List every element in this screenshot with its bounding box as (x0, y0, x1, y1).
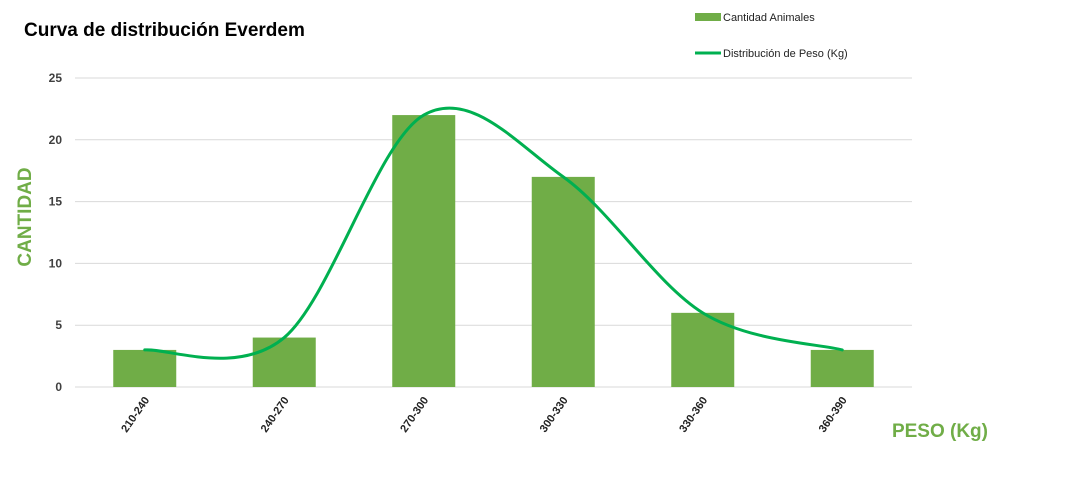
bar-210-240 (113, 349, 177, 387)
y-tick-label: 25 (49, 71, 63, 85)
y-tick-label: 15 (49, 195, 63, 209)
legend-label-cantidad: Cantidad Animales (723, 12, 815, 24)
x-tick-label: 210-240 (119, 395, 152, 435)
bar-240-270 (252, 337, 316, 387)
x-axis-label: PESO (Kg) (892, 421, 988, 442)
y-axis-label: CANTIDAD (15, 167, 36, 266)
bar-360-390 (810, 349, 874, 387)
line-series-distribucion (143, 106, 844, 360)
x-tick-label: 300-330 (538, 395, 571, 435)
bar-270-300 (392, 115, 456, 387)
x-tick-label: 240-270 (259, 395, 292, 435)
legend-label-distribucion: Distribución de Peso (Kg) (723, 48, 848, 60)
y-tick-label: 5 (55, 318, 62, 332)
chart-title: Curva de distribución Everdem (24, 20, 305, 41)
bar-300-330 (531, 176, 595, 387)
y-tick-label: 0 (55, 380, 62, 394)
y-tick-label: 20 (49, 133, 63, 147)
x-tick-label: 270-300 (398, 395, 431, 435)
y-tick-label: 10 (49, 256, 63, 270)
x-tick-label: 360-390 (817, 395, 850, 435)
legend-swatch-bar (695, 13, 721, 21)
x-tick-label: 330-360 (677, 395, 710, 435)
